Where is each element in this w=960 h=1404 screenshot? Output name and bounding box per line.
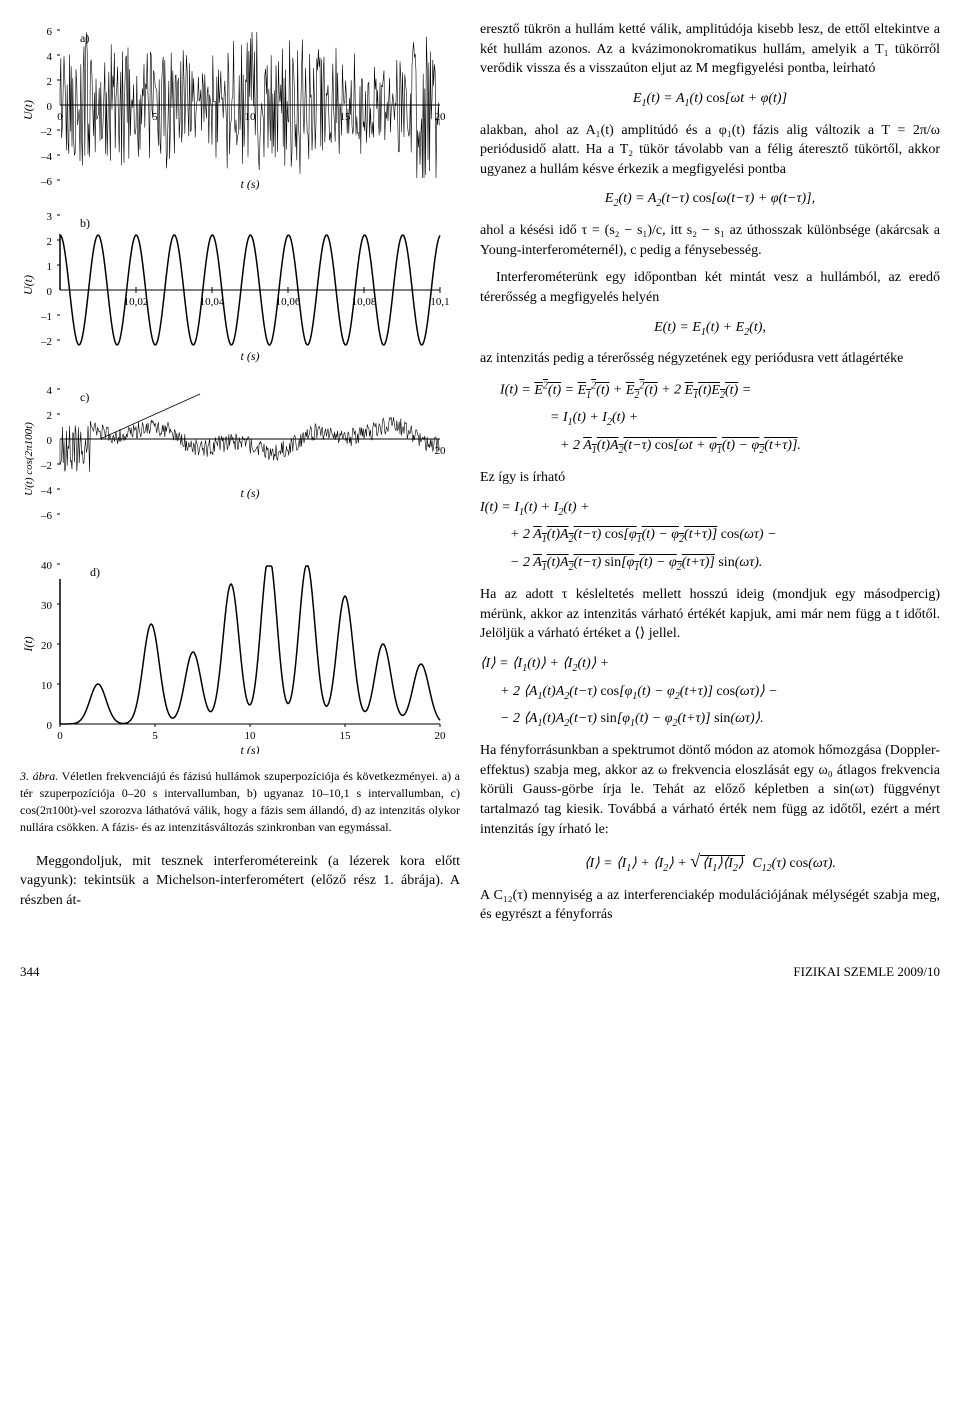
svg-text:10,06: 10,06 [276, 296, 301, 308]
equation-e2: E2(t) = A2(t−τ) cos[ω(t−τ) + φ(t−τ)], [480, 189, 940, 211]
svg-text:4: 4 [47, 51, 53, 63]
svg-text:10,08: 10,08 [352, 296, 377, 308]
svg-text:15: 15 [340, 730, 352, 742]
chart-a-label: a) [80, 31, 89, 45]
equation-i1: I(t) = E2(t) = E12(t) + E22(t) + 2 E1(t)… [480, 379, 940, 458]
svg-text:10: 10 [41, 680, 53, 692]
svg-text:2: 2 [47, 76, 53, 88]
journal-ref: FIZIKAI SZEMLE 2009/10 [793, 963, 940, 981]
para-9: A C₁₂(τ) mennyiség a az interferenciakép… [480, 886, 940, 925]
svg-text:10,04: 10,04 [200, 296, 225, 308]
right-column: eresztő tükrön a hullám ketté válik, amp… [480, 20, 940, 933]
svg-text:–2: –2 [40, 336, 52, 348]
svg-text:40: 40 [41, 560, 53, 572]
chart-b-label: b) [80, 216, 90, 230]
para-2: alakban, ahol az A₁(t) amplitúdó és a φ₁… [480, 121, 940, 180]
caption-lead: 3. ábra. [20, 769, 58, 783]
chart-c-label: c) [80, 390, 89, 404]
svg-text:10,02: 10,02 [124, 296, 149, 308]
chart-c: 4 2 0 –2 –4 –6 20 c) t (s) U(t) cos(2π10… [20, 379, 460, 546]
svg-text:30: 30 [41, 600, 53, 612]
para-5: az intenzitás pedig a térerősség négyzet… [480, 349, 940, 369]
chart-c-svg: 4 2 0 –2 –4 –6 20 c) t (s) U(t) cos(2π10… [20, 379, 460, 539]
svg-text:10,1: 10,1 [430, 296, 449, 308]
equation-ex: ⟨I⟩ = ⟨I1(t)⟩ + ⟨I2(t)⟩ + + 2 ⟨A1(t)A2(t… [480, 654, 940, 731]
svg-text:10: 10 [245, 730, 257, 742]
para-7: Ha az adott τ késleltetés mellett hosszú… [480, 585, 940, 644]
svg-text:–2: –2 [40, 126, 52, 138]
chart-b-svg: 3 2 1 0 –1 –2 10,02 10,04 10,06 10,08 10… [20, 205, 460, 365]
para-6: Ez így is írható [480, 468, 940, 488]
equation-e3: E(t) = E1(t) + E2(t), [480, 318, 940, 340]
svg-text:–2: –2 [40, 460, 52, 472]
svg-text:t (s): t (s) [241, 743, 260, 754]
svg-text:5: 5 [152, 730, 158, 742]
left-paragraph: Meggondoljuk, mit tesznek interferométer… [20, 852, 460, 911]
para-1: eresztő tükrön a hullám ketté válik, amp… [480, 20, 940, 79]
page-number: 344 [20, 963, 40, 981]
svg-text:I(t): I(t) [21, 636, 35, 652]
svg-text:20: 20 [41, 640, 53, 652]
svg-text:1: 1 [47, 261, 53, 273]
para-3: ahol a késési idő τ = (s₂ − s₁)/c, itt s… [480, 221, 940, 260]
svg-text:0: 0 [57, 730, 63, 742]
caption-body: Véletlen frekvenciájú és fázisú hullámok… [20, 769, 460, 833]
svg-text:2: 2 [47, 236, 53, 248]
svg-text:U(t): U(t) [21, 100, 35, 120]
para-4: Interferométerünk egy időpontban két min… [480, 268, 940, 307]
svg-text:6: 6 [47, 26, 53, 38]
chart-d-label: d) [90, 565, 100, 579]
svg-text:U(t) cos(2π100t): U(t) cos(2π100t) [23, 422, 35, 496]
svg-text:t (s): t (s) [241, 177, 260, 190]
svg-text:t (s): t (s) [241, 486, 260, 500]
page-layout: 6 4 2 0 –2 –4 –6 0 5 10 15 20 a) t (s) U… [20, 20, 940, 933]
svg-text:–1: –1 [40, 311, 52, 323]
figure-caption: 3. ábra. Véletlen frekvenciájú és fázisú… [20, 768, 460, 835]
svg-text:0: 0 [47, 720, 53, 732]
chart-d: 40 30 20 10 0 0 5 10 15 20 d) t (s) I(t) [20, 554, 460, 761]
left-column: 6 4 2 0 –2 –4 –6 0 5 10 15 20 a) t (s) U… [20, 20, 460, 933]
svg-text:–6: –6 [40, 176, 53, 188]
svg-text:0: 0 [47, 435, 53, 447]
svg-text:10: 10 [245, 111, 257, 123]
svg-text:3: 3 [47, 211, 53, 223]
svg-text:20: 20 [435, 445, 447, 457]
equation-e1: E1(t) = A1(t) cos[ωt + φ(t)] [480, 89, 940, 111]
svg-text:–4: –4 [40, 485, 53, 497]
equation-i2: I(t) = I1(t) + I2(t) + + 2 A1(t)A2(t−τ) … [480, 498, 940, 575]
svg-text:2: 2 [47, 410, 53, 422]
chart-d-svg: 40 30 20 10 0 0 5 10 15 20 d) t (s) I(t) [20, 554, 460, 754]
chart-a-svg: 6 4 2 0 –2 –4 –6 0 5 10 15 20 a) t (s) U… [20, 20, 460, 190]
svg-text:20: 20 [435, 111, 447, 123]
svg-text:t (s): t (s) [241, 349, 260, 363]
svg-text:0: 0 [47, 286, 53, 298]
page-footer: 344 FIZIKAI SZEMLE 2009/10 [20, 963, 940, 981]
svg-text:4: 4 [47, 385, 53, 397]
svg-text:–4: –4 [40, 151, 53, 163]
equation-final: ⟨I⟩ = ⟨I1⟩ + ⟨I2⟩ + √⟨I1⟩⟨I2⟩ C12(τ) cos… [480, 849, 940, 876]
svg-text:–6: –6 [40, 510, 53, 522]
svg-text:20: 20 [435, 730, 447, 742]
para-8: Ha fényforrásunkban a spektrumot döntő m… [480, 741, 940, 839]
chart-b: 3 2 1 0 –1 –2 10,02 10,04 10,06 10,08 10… [20, 205, 460, 372]
svg-text:U(t): U(t) [21, 275, 35, 295]
svg-text:0: 0 [47, 101, 53, 113]
chart-a: 6 4 2 0 –2 –4 –6 0 5 10 15 20 a) t (s) U… [20, 20, 460, 197]
